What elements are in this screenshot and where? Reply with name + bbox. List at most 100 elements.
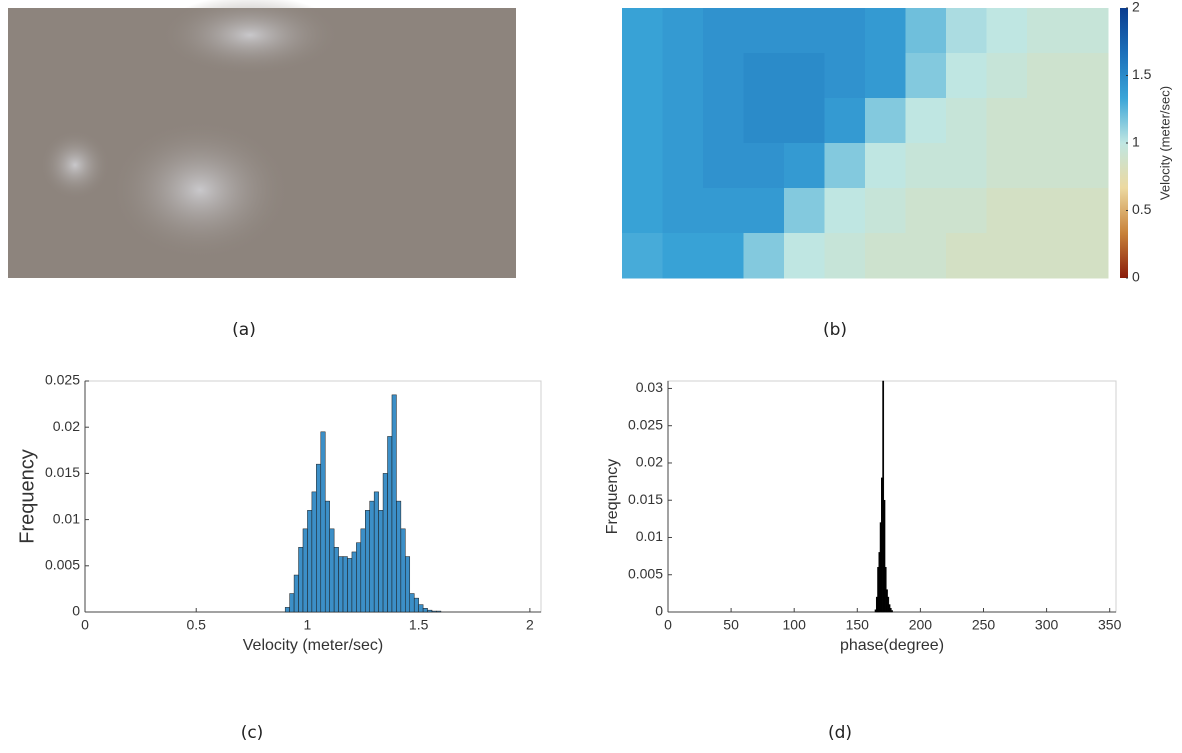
heat-cell <box>703 98 744 144</box>
heat-cell <box>1027 188 1068 234</box>
colorbar-tick-label: 1 <box>1132 134 1140 150</box>
heat-cell <box>662 188 704 234</box>
bar <box>373 491 379 613</box>
heat-cell <box>1027 143 1068 189</box>
heat-cell <box>784 53 825 99</box>
y-tick-label: 0.01 <box>53 510 80 526</box>
y-tick-label: 0.025 <box>45 372 80 388</box>
heat-cell <box>824 8 866 54</box>
bar <box>316 463 322 613</box>
heat-cell <box>703 53 744 99</box>
heat-cell <box>1027 8 1068 54</box>
heat-cell <box>743 8 785 54</box>
heat-cell <box>784 98 825 144</box>
heat-cell <box>865 53 906 99</box>
bar <box>436 610 442 613</box>
bar <box>882 380 885 613</box>
bar <box>347 558 353 613</box>
heat-cell <box>1067 188 1109 234</box>
heat-cell <box>743 98 785 144</box>
heat-cell <box>622 143 663 189</box>
colorbar-tick-label: 1.5 <box>1132 66 1152 82</box>
heat-cell <box>622 233 663 279</box>
bar <box>356 542 362 613</box>
heat-cell <box>865 233 906 279</box>
heat-cell <box>905 188 947 234</box>
caption: (a) <box>232 320 256 340</box>
y-axis-label: Frequency <box>16 449 38 544</box>
y-tick-label: 0.01 <box>636 528 663 544</box>
heat-cell <box>824 53 866 99</box>
y-tick-label: 0.005 <box>45 557 80 573</box>
bar <box>889 608 892 613</box>
heat-cell <box>662 143 704 189</box>
colorbar <box>1120 8 1128 278</box>
heat-cell <box>703 233 744 279</box>
heat-cell <box>743 233 785 279</box>
heat-cell <box>703 143 744 189</box>
heat-cell <box>784 8 825 54</box>
heat-cell <box>946 143 987 189</box>
heat-cell <box>905 53 947 99</box>
heat-cell <box>865 188 906 234</box>
heat-cell <box>703 8 744 54</box>
colorbar-tick-label: 0 <box>1132 269 1140 285</box>
heat-cell <box>946 188 987 234</box>
x-axis-label: phase(degree) <box>840 637 944 654</box>
heat-cell <box>1067 233 1109 279</box>
bar <box>369 500 375 613</box>
caption: (c) <box>241 723 264 743</box>
heat-cell <box>1027 233 1068 279</box>
heat-cell <box>905 98 947 144</box>
heat-cell <box>986 53 1028 99</box>
bar <box>289 593 295 613</box>
bar <box>427 609 433 613</box>
y-tick-label: 0.005 <box>628 565 663 581</box>
y-tick-label: 0 <box>72 603 80 619</box>
x-tick-label: 2 <box>526 617 534 633</box>
x-tick-label: 0 <box>81 617 89 633</box>
bar <box>360 528 366 613</box>
heat-cell <box>905 8 947 54</box>
x-tick-label: 350 <box>1098 617 1122 633</box>
bar <box>431 610 437 613</box>
bar <box>883 499 886 613</box>
heat-cell <box>986 98 1028 144</box>
heat-cell <box>784 233 825 279</box>
heat-cell <box>946 53 987 99</box>
heat-cell <box>1067 143 1109 189</box>
y-tick-label: 0.015 <box>45 464 80 480</box>
bar <box>342 556 348 613</box>
bar <box>302 528 308 613</box>
x-axis-label: Velocity (meter/sec) <box>243 637 383 654</box>
heat-cell <box>784 188 825 234</box>
caption: (d) <box>828 723 852 743</box>
x-tick-label: 50 <box>723 617 739 633</box>
heat-cell <box>1027 98 1068 144</box>
y-tick-label: 0.02 <box>53 418 80 434</box>
heat-cell <box>986 188 1028 234</box>
colorbar-tick-label: 2 <box>1132 0 1140 15</box>
bar <box>338 556 344 613</box>
heat-cell <box>703 188 744 234</box>
caption: (b) <box>823 320 847 340</box>
x-tick-label: 0.5 <box>186 617 206 633</box>
heat-cell <box>946 8 987 54</box>
bar <box>400 528 406 613</box>
y-tick-label: 0 <box>655 603 663 619</box>
heat-cell <box>622 8 663 54</box>
heat-cell <box>824 188 866 234</box>
x-tick-label: 150 <box>846 617 870 633</box>
heat-cell <box>622 98 663 144</box>
bar <box>329 528 335 613</box>
y-axis-label: Frequency <box>604 459 621 535</box>
bar <box>413 597 419 613</box>
heat-cell <box>1067 98 1109 144</box>
bar <box>324 500 330 613</box>
heat-cell <box>662 233 704 279</box>
heat-cell <box>662 8 704 54</box>
bar <box>351 551 357 613</box>
heat-cell <box>1067 8 1109 54</box>
x-tick-label: 250 <box>972 617 996 633</box>
